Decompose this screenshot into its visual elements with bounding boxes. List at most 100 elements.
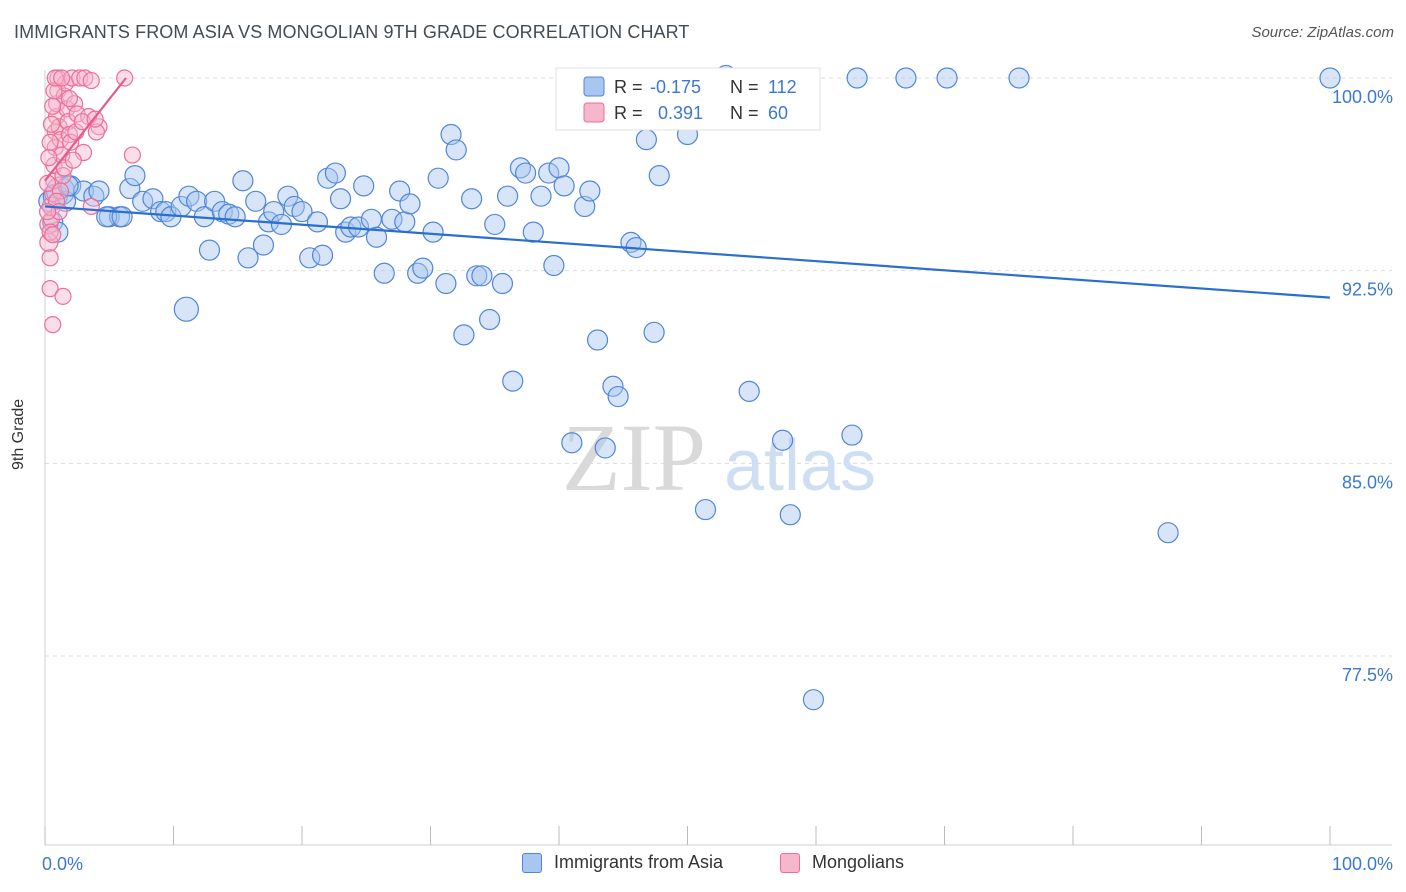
legend-item-immigrants[interactable]: Immigrants from Asia bbox=[522, 852, 723, 873]
trendlines bbox=[44, 77, 1331, 299]
legend-bottom: Immigrants from Asia Mongolians bbox=[0, 852, 1406, 878]
legend-label: Mongolians bbox=[812, 852, 905, 872]
point-mongolians bbox=[82, 197, 100, 216]
point-immigrants-from-asia bbox=[299, 247, 321, 269]
point-immigrants-from-asia bbox=[399, 193, 421, 215]
point-immigrants-from-asia bbox=[360, 208, 382, 230]
point-immigrants-from-asia bbox=[936, 67, 958, 89]
point-immigrants-from-asia bbox=[353, 175, 375, 197]
point-immigrants-from-asia bbox=[538, 162, 560, 184]
point-immigrants-from-asia bbox=[445, 139, 467, 161]
y-tick-label: 100.0% bbox=[1332, 87, 1393, 107]
point-immigrants-from-asia bbox=[602, 375, 624, 397]
point-immigrants-from-asia bbox=[548, 157, 570, 179]
point-mongolians bbox=[82, 71, 100, 90]
point-mongolians bbox=[40, 149, 58, 167]
point-immigrants-from-asia bbox=[802, 689, 825, 711]
point-immigrants-from-asia bbox=[237, 247, 259, 269]
legend-swatch-blue bbox=[522, 852, 542, 873]
point-immigrants-from-asia bbox=[173, 296, 199, 322]
legend-swatch-pink bbox=[780, 852, 800, 873]
point-immigrants-from-asia bbox=[88, 180, 110, 202]
point-immigrants-from-asia bbox=[142, 188, 164, 210]
legend-r-value: 0.391 bbox=[658, 103, 703, 123]
point-mongolians bbox=[123, 146, 141, 164]
point-immigrants-from-asia bbox=[530, 185, 552, 207]
legend-n-value: 60 bbox=[768, 103, 788, 123]
point-immigrants-from-asia bbox=[412, 257, 434, 279]
point-immigrants-from-asia bbox=[435, 272, 457, 295]
legend-n-label: N = bbox=[730, 77, 759, 97]
legend-r-label: R = bbox=[614, 103, 643, 123]
legend-n-value: 112 bbox=[768, 77, 797, 97]
point-immigrants-from-asia bbox=[245, 190, 267, 212]
point-immigrants-from-asia bbox=[329, 188, 352, 210]
point-immigrants-from-asia bbox=[466, 265, 488, 287]
watermark: ZIP atlas bbox=[562, 404, 876, 511]
point-mongolians bbox=[44, 97, 62, 115]
point-immigrants-from-asia bbox=[453, 324, 475, 346]
point-immigrants-from-asia bbox=[738, 380, 760, 403]
point-immigrants-from-asia bbox=[365, 226, 388, 248]
point-mongolians bbox=[45, 82, 63, 100]
point-immigrants-from-asia bbox=[471, 265, 493, 287]
grid-lines bbox=[45, 77, 1392, 657]
point-immigrants-from-asia bbox=[648, 165, 670, 187]
point-mongolians bbox=[41, 223, 59, 241]
point-mongolians bbox=[87, 123, 106, 141]
point-immigrants-from-asia bbox=[427, 167, 449, 189]
data-points bbox=[38, 64, 1341, 711]
point-immigrants-from-asia bbox=[895, 67, 917, 89]
point-immigrants-from-asia bbox=[846, 67, 868, 89]
point-immigrants-from-asia bbox=[291, 200, 313, 223]
source-label: Source: ZipAtlas.com bbox=[1251, 24, 1394, 41]
point-immigrants-from-asia bbox=[579, 180, 601, 202]
point-immigrants-from-asia bbox=[607, 385, 629, 408]
point-immigrants-from-asia bbox=[484, 213, 506, 236]
point-immigrants-from-asia bbox=[522, 221, 544, 243]
point-immigrants-from-asia bbox=[111, 206, 133, 228]
point-mongolians bbox=[60, 89, 79, 108]
point-immigrants-from-asia bbox=[586, 329, 609, 351]
point-mongolians bbox=[38, 174, 57, 192]
trendline-mongolians bbox=[44, 77, 127, 182]
point-immigrants-from-asia bbox=[252, 234, 275, 256]
tick-labels: 77.5% 85.0% 92.5% 100.0% 0.0% 100.0% bbox=[42, 87, 1393, 874]
point-mongolians bbox=[64, 151, 82, 169]
point-mongolians bbox=[51, 182, 70, 200]
chart-title: IMMIGRANTS FROM ASIA VS MONGOLIAN 9TH GR… bbox=[14, 22, 690, 42]
y-tick-label: 77.5% bbox=[1342, 665, 1393, 685]
point-immigrants-from-asia bbox=[643, 321, 665, 343]
point-mongolians bbox=[65, 95, 84, 113]
point-immigrants-from-asia bbox=[232, 170, 254, 192]
y-tick-label: 92.5% bbox=[1342, 280, 1393, 300]
point-mongolians bbox=[42, 115, 61, 133]
point-mongolians bbox=[46, 69, 64, 87]
x-tick-label: 100.0% bbox=[1332, 854, 1393, 874]
point-mongolians bbox=[44, 316, 62, 334]
point-immigrants-from-asia bbox=[57, 175, 79, 197]
point-immigrants-from-asia bbox=[1319, 67, 1341, 89]
point-immigrants-from-asia bbox=[373, 262, 395, 284]
point-mongolians bbox=[41, 133, 59, 151]
point-immigrants-from-asia bbox=[497, 185, 519, 207]
point-immigrants-from-asia bbox=[479, 308, 501, 331]
point-immigrants-from-asia bbox=[594, 437, 616, 459]
point-immigrants-from-asia bbox=[694, 498, 717, 521]
legend-r-label: R = bbox=[614, 77, 643, 97]
point-mongolians bbox=[62, 133, 80, 151]
point-immigrants-from-asia bbox=[1008, 67, 1030, 89]
point-mongolians bbox=[41, 280, 59, 298]
point-mongolians bbox=[41, 249, 59, 267]
legend-n-label: N = bbox=[730, 103, 759, 123]
point-immigrants-from-asia bbox=[543, 254, 565, 277]
point-immigrants-from-asia bbox=[841, 424, 863, 446]
legend-swatch-blue bbox=[583, 76, 605, 97]
point-immigrants-from-asia bbox=[311, 244, 334, 266]
legend-r-value: -0.175 bbox=[650, 77, 701, 97]
legend-item-mongolians[interactable]: Mongolians bbox=[780, 852, 904, 873]
legend-top: R = -0.175 N = 112 R = 0.391 N = 60 bbox=[555, 67, 821, 131]
point-immigrants-from-asia bbox=[124, 165, 146, 187]
point-immigrants-from-asia bbox=[514, 162, 537, 184]
